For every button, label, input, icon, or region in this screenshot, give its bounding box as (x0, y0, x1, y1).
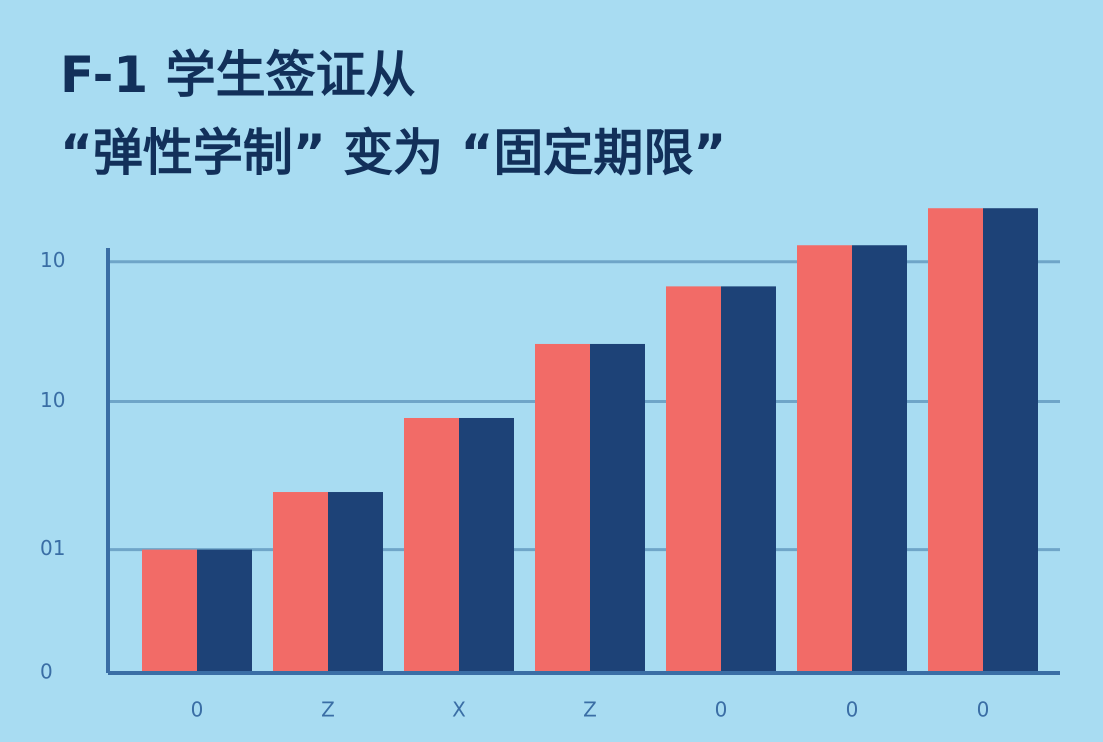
bar (590, 343, 645, 673)
y-tick-label: 0 (40, 660, 53, 684)
chart-title: F-1 学生签证从 (60, 46, 416, 104)
bar (983, 208, 1038, 674)
bar (928, 208, 983, 674)
bar (666, 286, 721, 673)
bar (142, 549, 197, 673)
bar (197, 549, 252, 673)
bar (328, 492, 383, 673)
bar (404, 417, 459, 673)
bar (459, 417, 514, 673)
y-tick-label: 10 (40, 248, 65, 272)
x-tick-label: 0 (191, 698, 204, 722)
x-tick-label: X (452, 698, 466, 722)
bar (852, 245, 907, 674)
bar (721, 286, 776, 673)
x-tick-label: 0 (846, 698, 859, 722)
y-tick-label: 10 (40, 388, 65, 412)
x-tick-label: 0 (977, 698, 990, 722)
bar (273, 492, 328, 673)
chart-title: “弹性学制” 变为 “固定期限” (60, 124, 726, 182)
x-tick-label: Z (583, 698, 597, 722)
bar (535, 343, 590, 673)
x-tick-label: 0 (715, 698, 728, 722)
y-tick-label: 01 (40, 536, 65, 560)
bar (797, 245, 852, 674)
x-tick-label: Z (321, 698, 335, 722)
